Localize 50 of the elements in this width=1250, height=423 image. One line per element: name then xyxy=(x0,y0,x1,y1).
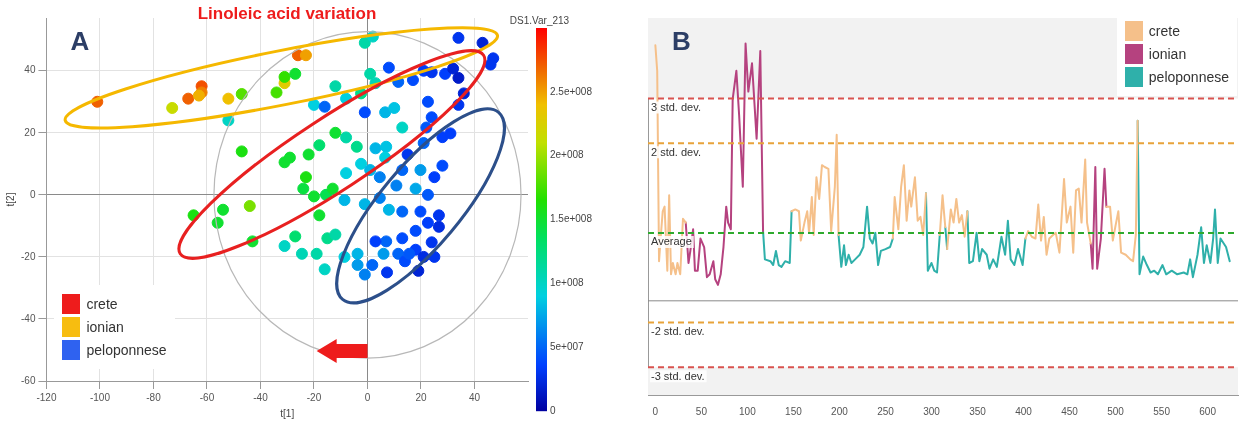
x-tick-label: 500 xyxy=(1107,405,1125,417)
color-bar-title: DS1.Var_213 xyxy=(509,14,570,26)
x-tick-label: 550 xyxy=(1153,405,1171,417)
legend-label: ionian xyxy=(1148,46,1187,62)
x-tick-label: -100 xyxy=(89,391,111,403)
annotation: B xyxy=(672,26,691,57)
ref-line-label: 3 std. dev. xyxy=(651,101,701,114)
x-tick-label: -80 xyxy=(146,391,162,403)
x-tick-label: 450 xyxy=(1061,405,1079,417)
x-tick-label: 20 xyxy=(415,391,427,403)
x-tick-label: -120 xyxy=(36,391,57,403)
y-tick-label: 20 xyxy=(24,126,36,138)
y-tick-label: -60 xyxy=(21,374,36,386)
x-tick-label: -60 xyxy=(199,391,215,403)
x-tick-label: 400 xyxy=(1015,405,1033,417)
x-tick-label: 600 xyxy=(1199,405,1217,417)
color-bar-label: 2.5e+008 xyxy=(550,85,593,97)
ref-line-label: Average xyxy=(651,235,692,248)
annotation: Linoleic acid variation xyxy=(197,4,377,24)
y-tick-label: -20 xyxy=(21,250,36,262)
x-tick-label: 350 xyxy=(969,405,987,417)
x-tick-label: 200 xyxy=(831,405,849,417)
legend-label: crete xyxy=(1148,23,1180,39)
x-tick-label: 0 xyxy=(652,405,659,417)
x-tick-label: 0 xyxy=(364,391,371,403)
x-tick-label: 150 xyxy=(785,405,803,417)
y-tick-label: 40 xyxy=(24,64,36,76)
x-tick-label: 40 xyxy=(468,391,481,403)
x-tick-label: 250 xyxy=(877,405,895,417)
annotation: peloponnese xyxy=(86,342,167,358)
x-axis-title: t[1] xyxy=(280,407,295,419)
color-bar-label: 2e+008 xyxy=(550,149,585,161)
x-tick-label: -40 xyxy=(253,391,269,403)
color-bar-label: 1.5e+008 xyxy=(550,213,593,225)
ref-line-label: -3 std. dev. xyxy=(651,369,705,382)
y-tick-label: 0 xyxy=(29,188,36,200)
y-tick-label: -40 xyxy=(21,312,36,324)
ref-line-label: -2 std. dev. xyxy=(651,324,705,337)
ref-line-label: 2 std. dev. xyxy=(651,145,701,158)
x-tick-label: 50 xyxy=(695,405,708,417)
x-tick-label: -20 xyxy=(306,391,322,403)
color-bar-label: 1e+008 xyxy=(550,277,585,289)
color-bar-label: 5e+007 xyxy=(550,340,585,352)
y-axis-title: t[2] xyxy=(4,192,16,207)
x-tick-label: 300 xyxy=(923,405,941,417)
annotation: ionian xyxy=(86,319,124,335)
x-tick-label: 100 xyxy=(739,405,757,417)
annotation: crete xyxy=(86,296,118,312)
annotation: A xyxy=(70,26,90,57)
legend-label: peloponnese xyxy=(1148,69,1229,85)
